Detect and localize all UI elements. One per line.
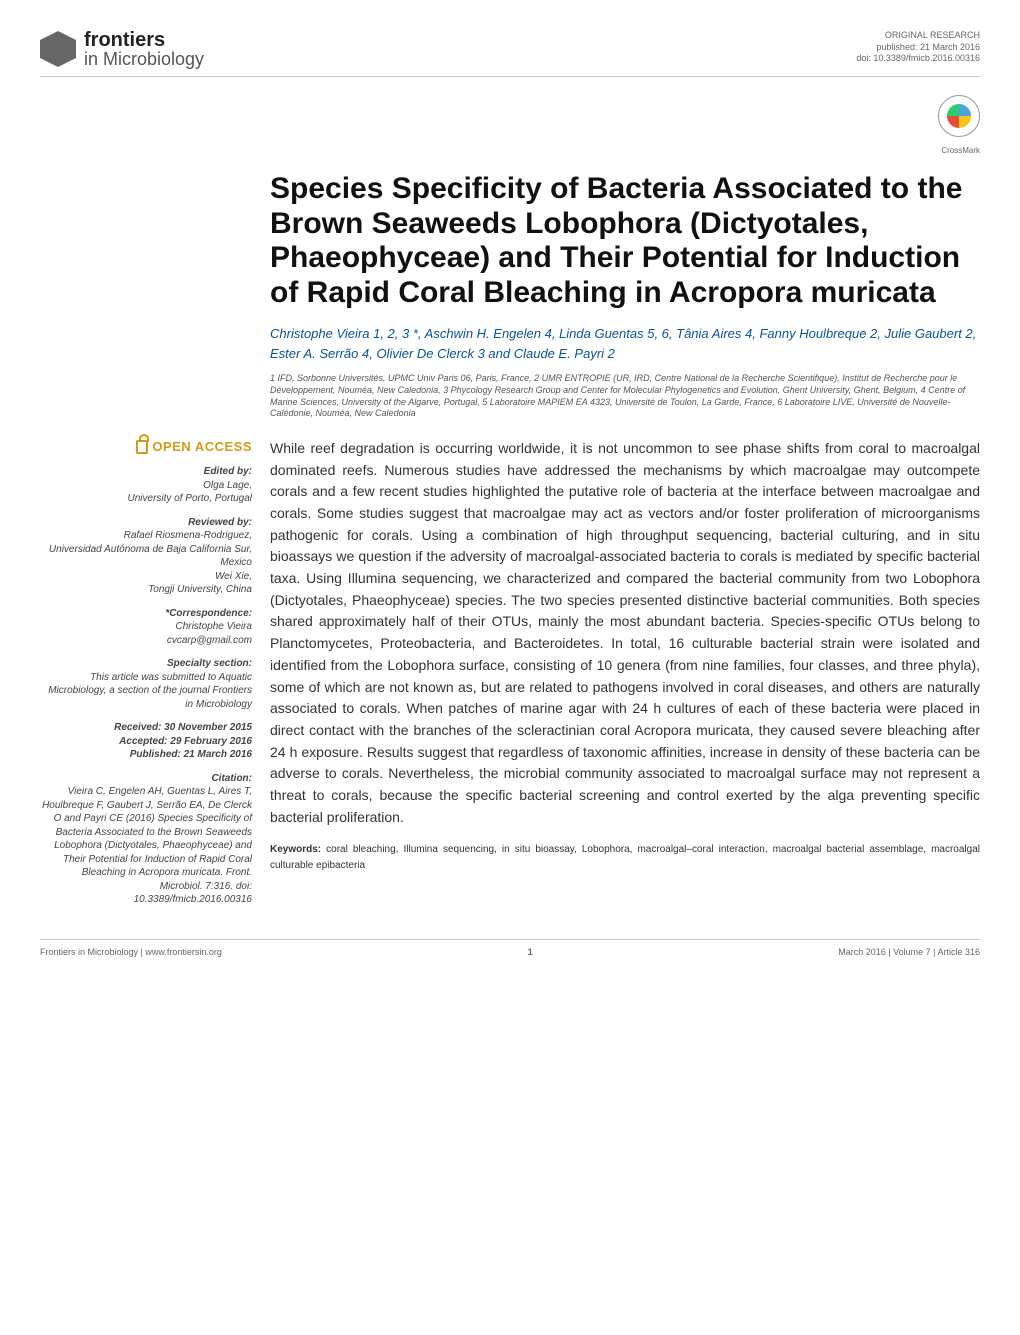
crossmark-badge[interactable] — [938, 95, 980, 137]
editor-inst: University of Porto, Portugal — [128, 493, 253, 504]
accepted-date: Accepted: 29 February 2016 — [119, 736, 252, 747]
citation-text: Vieira C, Engelen AH, Guentas L, Aires T… — [42, 786, 252, 905]
edited-by-section: Edited by: Olga Lage, University of Port… — [40, 465, 252, 506]
reviewed-by-section: Reviewed by: Rafael Riosmena-Rodriguez, … — [40, 516, 252, 597]
citation-section: Citation: Vieira C, Engelen AH, Guentas … — [40, 772, 252, 907]
sidebar: OPEN ACCESS Edited by: Olga Lage, Univer… — [40, 438, 252, 917]
specialty-label: Specialty section: — [40, 657, 252, 671]
keywords-label: Keywords: — [270, 844, 321, 855]
editor-name: Olga Lage, — [203, 480, 252, 491]
received-date: Received: 30 November 2015 — [114, 722, 252, 733]
corr-email[interactable]: cvcarp@gmail.com — [167, 635, 252, 646]
reviewer2-name: Wei Xie, — [215, 571, 252, 582]
top-bar: frontiers in Microbiology ORIGINAL RESEA… — [40, 30, 980, 77]
edited-by-label: Edited by: — [40, 465, 252, 479]
crossmark-label: CrossMark — [40, 145, 980, 156]
journal-text: frontiers in Microbiology — [84, 30, 204, 68]
published-date-sidebar: Published: 21 March 2016 — [130, 749, 252, 760]
crossmark-icon — [947, 104, 971, 128]
footer-page-number: 1 — [528, 946, 533, 959]
specialty-section: Specialty section: This article was subm… — [40, 657, 252, 711]
corr-name: Christophe Vieira — [175, 621, 252, 632]
reviewer2-inst: Tongji University, China — [148, 584, 252, 595]
citation-label: Citation: — [40, 772, 252, 786]
reviewer1-inst: Universidad Autónoma de Baja California … — [49, 544, 252, 569]
reviewed-by-label: Reviewed by: — [40, 516, 252, 530]
published-date: published: 21 March 2016 — [856, 42, 980, 54]
open-access-text: OPEN ACCESS — [152, 438, 252, 456]
dates-section: Received: 30 November 2015 Accepted: 29 … — [40, 721, 252, 762]
open-access-badge: OPEN ACCESS — [136, 438, 252, 456]
abstract-text: While reef degradation is occurring worl… — [270, 438, 980, 828]
frontiers-cube-icon — [40, 31, 76, 67]
journal-block: frontiers in Microbiology — [40, 30, 204, 68]
keywords-list: coral bleaching, Illumina sequencing, in… — [270, 844, 980, 871]
body-columns: OPEN ACCESS Edited by: Olga Lage, Univer… — [40, 438, 980, 917]
journal-brand: frontiers — [84, 30, 204, 50]
keywords-block: Keywords: coral bleaching, Illumina sequ… — [270, 842, 980, 873]
abstract-column: While reef degradation is occurring worl… — [270, 438, 980, 917]
article-type: ORIGINAL RESEARCH — [856, 30, 980, 42]
article-title: Species Specificity of Bacteria Associat… — [270, 172, 980, 310]
footer-right: March 2016 | Volume 7 | Article 316 — [838, 946, 980, 959]
crossmark-container — [40, 95, 980, 137]
footer-left[interactable]: Frontiers in Microbiology | www.frontier… — [40, 946, 222, 959]
reviewer1-name: Rafael Riosmena-Rodriguez, — [124, 530, 252, 541]
title-block: Species Specificity of Bacteria Associat… — [270, 172, 980, 420]
header-meta: ORIGINAL RESEARCH published: 21 March 20… — [856, 30, 980, 65]
open-lock-icon — [136, 440, 148, 454]
journal-sub: in Microbiology — [84, 50, 204, 68]
specialty-text: This article was submitted to Aquatic Mi… — [48, 672, 252, 710]
doi[interactable]: doi: 10.3389/fmicb.2016.00316 — [856, 53, 980, 65]
correspondence-section: *Correspondence: Christophe Vieira cvcar… — [40, 607, 252, 648]
page-footer: Frontiers in Microbiology | www.frontier… — [40, 939, 980, 959]
correspondence-label: *Correspondence: — [40, 607, 252, 621]
affiliations: 1 IFD, Sorbonne Universités, UPMC Univ P… — [270, 373, 980, 420]
authors-line: Christophe Vieira 1, 2, 3 *, Aschwin H. … — [270, 324, 980, 363]
